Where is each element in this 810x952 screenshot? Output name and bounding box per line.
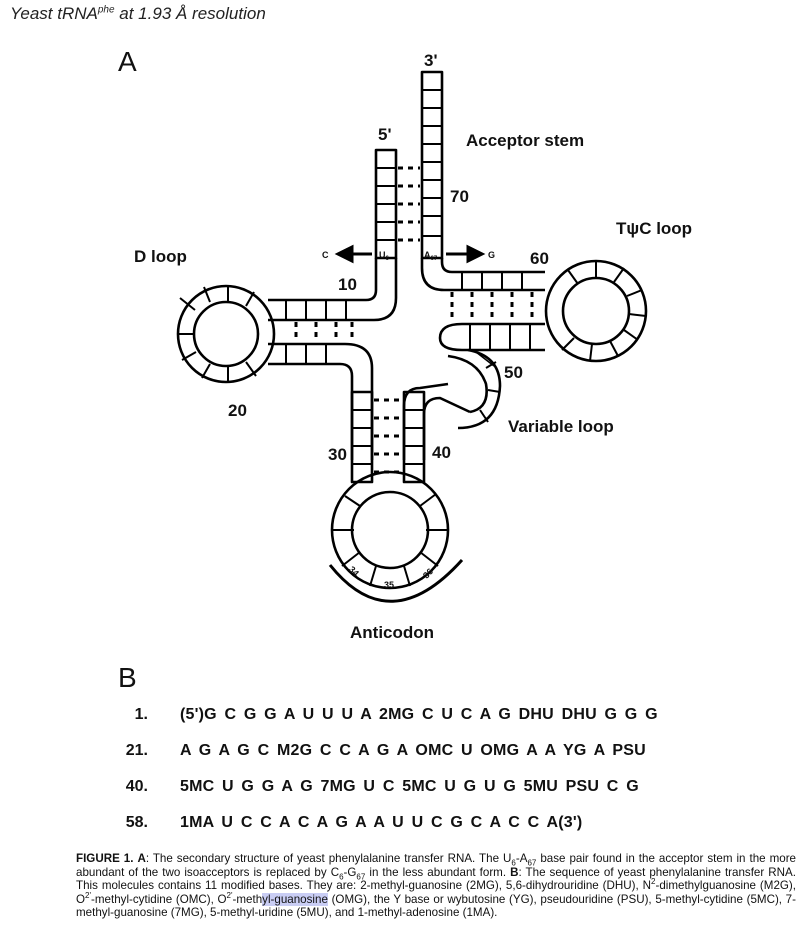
variable-loop-label: Variable loop: [508, 417, 614, 436]
sequence-position: 1.: [134, 706, 148, 723]
header-title-suffix: at 1.93 Å resolution: [114, 4, 266, 23]
sequence-position: 58.: [125, 814, 148, 831]
caption-highlighted-text[interactable]: yl-guanosine: [262, 892, 328, 906]
header-title-text: Yeast tRNA: [10, 4, 98, 23]
position-40-label: 40: [432, 443, 451, 462]
figure-header: Yeast tRNAphe at 1.93 Å resolution: [10, 4, 266, 24]
acceptor-stem-label: Acceptor stem: [466, 131, 584, 150]
c-substitution-label: C: [322, 250, 329, 260]
panel-b-letter: B: [118, 662, 137, 693]
three-prime-label: 3': [424, 51, 438, 70]
caption-b-label: B: [510, 865, 519, 879]
position-34-label: 34: [347, 564, 361, 578]
caption-subscript: 67: [356, 871, 366, 881]
caption-subscript: 6: [511, 858, 516, 868]
position-30-label: 30: [328, 445, 347, 464]
caption-text: -G: [343, 865, 357, 879]
caption-text: -meth: [232, 892, 263, 906]
sequence-text: (5')G C G G A U U U A 2MG C U C A G DHU …: [180, 706, 658, 723]
position-60-label: 60: [530, 249, 549, 268]
caption-superscript: 2': [85, 890, 92, 900]
caption-subscript: 6: [339, 871, 344, 881]
five-prime-label: 5': [378, 125, 392, 144]
caption-text: in the less abundant form.: [365, 865, 511, 879]
sequence-position: 21.: [125, 742, 148, 759]
caption-figure-label: FIGURE 1.: [76, 852, 134, 865]
sequence-text: 5MC U G G A G 7MG U C 5MC U G U G 5MU PS…: [180, 778, 639, 795]
position-10-label: 10: [338, 275, 357, 294]
position-35-label: 35: [384, 580, 394, 590]
anticodon-label: Anticodon: [350, 623, 434, 642]
caption-subscript: 67: [527, 858, 537, 868]
caption-text: : The sequence of yeast phenylalanine tr…: [76, 865, 796, 893]
g-substitution-label: G: [488, 250, 495, 260]
a67-label: A67: [424, 250, 438, 262]
u6-label: U6: [379, 250, 390, 262]
panel-a-letter: A: [118, 46, 137, 77]
caption-text: -dimethylguanosine (M2G), O: [76, 879, 796, 906]
sequence-text: A G A G C M2G C C A G A OMC U OMG A A YG…: [180, 742, 646, 759]
position-20-label: 20: [228, 401, 247, 420]
position-70-label: 70: [450, 187, 469, 206]
caption-superscript: 2': [226, 890, 233, 900]
caption-a-label: A: [137, 852, 146, 865]
d-loop-label: D loop: [134, 247, 187, 266]
figure-caption: FIGURE 1. A: The secondary structure of …: [76, 852, 796, 920]
tpsic-loop-label: TψC loop: [616, 219, 692, 238]
caption-text: (OMG), the Y base or wybutosine (YG), ps…: [76, 892, 796, 920]
caption-text: : The secondary structure of yeast pheny…: [145, 852, 512, 865]
caption-text: base pair found in the acceptor stem in …: [76, 852, 796, 879]
sequence-text: 1MA U C C A C A G A A U U C G C A C C A(…: [180, 814, 583, 831]
header-title-superscript: phe: [97, 4, 115, 16]
caption-text: -methyl-cytidine (OMC), O: [91, 892, 227, 906]
caption-text: -A: [515, 852, 528, 865]
trna-cloverleaf-diagram: 3' 5' Acceptor stem 70 TψC loop D loop C…: [134, 51, 692, 642]
caption-superscript: 2: [651, 877, 656, 887]
acceptor-3prime-strand: [420, 70, 444, 260]
position-50-label: 50: [504, 363, 523, 382]
sequence-position: 40.: [125, 778, 148, 795]
